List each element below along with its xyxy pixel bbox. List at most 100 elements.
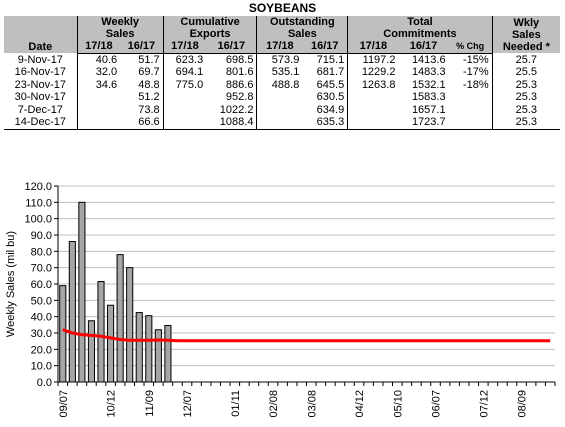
table-cell: [448, 116, 493, 130]
y-tick-label: 100.0: [24, 214, 52, 226]
y-tick-label: 70.0: [31, 263, 52, 275]
y-tick-label: 10.0: [31, 361, 52, 373]
page-title: SOYBEANS: [248, 1, 317, 15]
table-cell: 1483.3: [411, 66, 446, 79]
table-cell: 1263.8: [347, 78, 399, 91]
x-tick-label: 05/10: [392, 390, 404, 418]
x-tick-label: 08/09: [517, 390, 529, 418]
y-tick-label: 90.0: [31, 230, 52, 242]
table-cell: 25.5: [491, 66, 560, 79]
row-date: 9-Nov-17: [17, 53, 63, 66]
y-tick-label: 40.0: [31, 312, 52, 324]
table-cell: 1723.7: [398, 116, 449, 130]
x-tick-label: 01/11: [230, 390, 242, 417]
table-cell: 1197.2: [347, 53, 399, 66]
table-cell: 635.3: [302, 116, 348, 130]
bar: [164, 324, 172, 383]
sales-needed-line: [62, 328, 551, 343]
table-cell: 32.0: [76, 66, 121, 79]
bar: [126, 267, 134, 383]
table-cell: 623.3: [162, 53, 207, 66]
table-cell: 1022.2: [219, 103, 254, 116]
bar: [116, 254, 124, 383]
table-subheader-row: 17/18 16/17 17/18 16/17 17/18 16/17 17/18 16/17…: [4, 40, 560, 54]
table-cell: 1229.2: [347, 66, 399, 79]
table-cell: 535.1: [256, 66, 303, 79]
x-tick-label: 10/12: [106, 390, 118, 418]
table-cell: 1413.6: [411, 53, 446, 66]
table-cell: -18%: [463, 78, 489, 91]
x-tick-label: 11/09: [144, 390, 156, 417]
commitments-table: Date Weekly Sales Cumulative Exports Outst…: [4, 16, 560, 130]
table-cell: 645.5: [316, 78, 345, 91]
table-group-header-row: Date Weekly Sales Cumulative Exports Outst…: [4, 16, 560, 53]
table-cell: 25.3: [491, 103, 560, 116]
y-tick-label: 80.0: [31, 246, 52, 258]
table-cell: [76, 103, 121, 116]
y-tick-label: 20.0: [31, 344, 52, 356]
bar: [78, 201, 86, 383]
table-cell: 48.8: [138, 78, 160, 91]
table-cell: 698.5: [225, 53, 254, 66]
table-row: 14-Dec-17 66.6 1088.4 635.3 1723.7 25.3: [4, 116, 560, 130]
subheader-cell: % Chg: [448, 40, 493, 54]
table-cell: 51.7: [138, 53, 160, 66]
table-cell: [256, 91, 303, 104]
table-cell: [347, 91, 399, 104]
table-row: 30-Nov-17 51.2 952.8 630.5 1583.3 25.3: [4, 91, 560, 104]
table-cell: [347, 116, 399, 130]
y-tick-label: 50.0: [31, 295, 52, 307]
table-cell: 775.0: [162, 78, 207, 91]
table-row: 7-Dec-17 73.8 1022.2 634.9 1657.1 25.3: [4, 103, 560, 116]
bar: [107, 304, 115, 383]
table-cell: 630.5: [316, 91, 345, 104]
table-cell: -17%: [463, 66, 489, 79]
x-tick-label: 04/12: [354, 390, 366, 418]
table-cell: 694.1: [162, 66, 207, 79]
table-cell: 25.3: [491, 78, 560, 91]
table-cell: 34.6: [76, 78, 121, 91]
bar: [68, 241, 76, 383]
x-tick-label: 03/08: [306, 390, 318, 418]
y-tick-label: 60.0: [31, 279, 52, 291]
table-cell: 952.8: [225, 91, 254, 104]
table-cell: 801.6: [225, 66, 254, 79]
table-cell: [76, 116, 121, 130]
subheader-cell: 16/17: [398, 40, 449, 54]
row-date: 16-Nov-17: [14, 66, 66, 79]
table-cell: 73.8: [138, 103, 160, 116]
row-date: 7-Dec-17: [17, 103, 63, 116]
row-date: 23-Nov-17: [14, 78, 66, 91]
weekly-sales-needed-header: Wkly Sales Needed *: [491, 16, 560, 53]
table-row: 9-Nov-17 40.6 51.7 623.3 698.5 573.9 715.1 1197…: [4, 53, 560, 66]
subheader-cell: 17/18: [162, 40, 207, 54]
weekly-sales-header: Weekly Sales: [76, 16, 164, 40]
table-cell: 69.7: [138, 66, 160, 79]
table-cell: [347, 103, 399, 116]
date-header: Date: [4, 16, 78, 53]
bar: [135, 312, 143, 383]
x-tick-label: 06/07: [431, 390, 443, 418]
subheader-cell: 17/18: [76, 40, 121, 54]
table-cell: 25.3: [491, 91, 560, 104]
table-row: 16-Nov-17 32.0 69.7 694.1 801.6 535.1 681.7 122…: [4, 66, 560, 79]
table-cell: 51.2: [138, 91, 160, 104]
table-cell: 25.7: [491, 53, 560, 66]
x-tick-label: 07/12: [478, 390, 490, 418]
table-row: 23-Nov-17 34.6 48.8 775.0 886.6 488.8 645.5 126…: [4, 78, 560, 91]
table-cell: 681.7: [316, 66, 345, 79]
table-cell: [256, 103, 303, 116]
table-cell: [162, 103, 207, 116]
table-cell: 715.1: [316, 53, 345, 66]
table-cell: 40.6: [76, 53, 121, 66]
cumulative-exports-header: Cumulative Exports: [162, 16, 257, 40]
y-tick-label: 0.0: [37, 377, 52, 389]
x-tick-label: 02/08: [268, 390, 280, 418]
table-cell: 886.6: [225, 78, 254, 91]
table-cell: [76, 91, 121, 104]
table-cell: 634.9: [316, 103, 345, 116]
row-date: 14-Dec-17: [4, 116, 78, 130]
x-tick-label: 12/07: [182, 390, 194, 418]
table-cell: [162, 116, 207, 130]
bar: [59, 285, 67, 383]
